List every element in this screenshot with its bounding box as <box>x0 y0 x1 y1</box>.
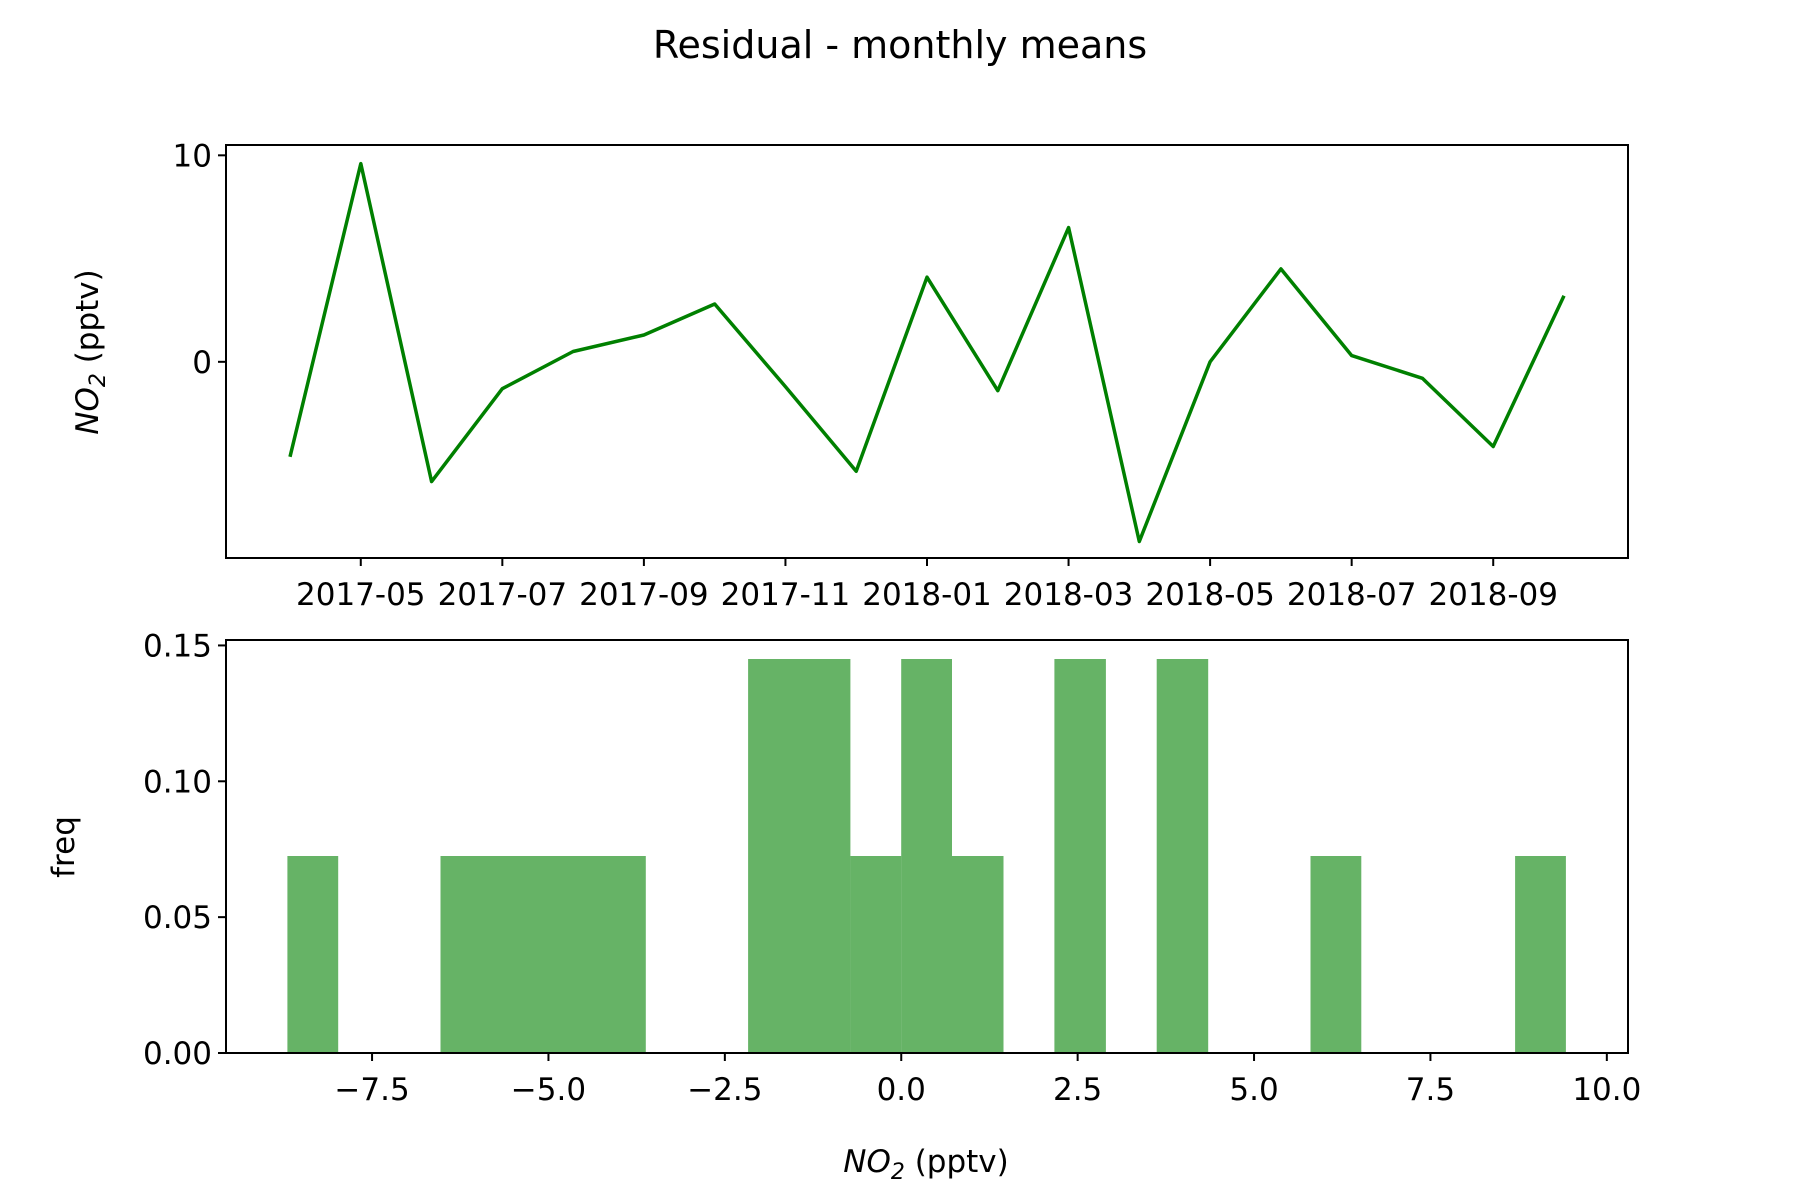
line-y-tick-label: 10 <box>173 138 212 174</box>
figure-title: Residual - monthly means <box>653 23 1147 67</box>
histogram-bar <box>440 856 646 1053</box>
line-x-tick-label: 2017-11 <box>721 577 851 613</box>
line-chart-y-label: NO2 (pptv) <box>70 269 111 435</box>
histogram-bar <box>287 856 339 1053</box>
line-y-tick-label: 0 <box>192 345 212 381</box>
hist-x-tick-label: −2.5 <box>687 1072 762 1108</box>
line-x-tick-label: 2017-05 <box>296 577 426 613</box>
hist-x-tick-label: −5.0 <box>511 1072 586 1108</box>
line-chart-frame <box>225 144 1629 559</box>
histogram-frame <box>225 639 1629 1054</box>
line-x-tick-label: 2018-03 <box>1004 577 1134 613</box>
histogram-bar <box>901 659 952 1053</box>
line-x-tick-label: 2017-07 <box>438 577 568 613</box>
histogram-bar <box>1515 856 1566 1053</box>
histogram-y-ticks: 0.00 0.05 0.10 0.15 <box>143 628 226 1072</box>
hist-y-tick-label: 0.05 <box>143 900 212 936</box>
histogram-bar <box>1310 856 1362 1053</box>
histogram-x-label: NO2 (pptv) <box>843 1144 1009 1185</box>
histogram-bar <box>748 659 851 1053</box>
hist-x-tick-label: 2.5 <box>1053 1072 1102 1108</box>
histogram-bar <box>1054 659 1106 1053</box>
histogram-y-label: freq <box>46 816 82 878</box>
line-x-tick-label: 2017-09 <box>579 577 709 613</box>
hist-y-tick-label: 0.10 <box>143 764 212 800</box>
histogram-bar <box>1156 659 1209 1053</box>
line-x-tick-label: 2018-01 <box>862 577 992 613</box>
line-x-tick-label: 2018-05 <box>1145 577 1275 613</box>
histogram-bars <box>287 659 1566 1053</box>
line-x-tick-label: 2018-07 <box>1287 577 1417 613</box>
line-chart-y-ticks: 0 10 <box>173 138 226 381</box>
hist-x-tick-label: 0.0 <box>877 1072 926 1108</box>
hist-x-tick-label: −7.5 <box>334 1072 409 1108</box>
hist-x-tick-label: 10.0 <box>1572 1072 1641 1108</box>
hist-y-tick-label: 0.00 <box>143 1036 212 1072</box>
histogram-bar <box>850 856 902 1053</box>
residual-line-series <box>288 161 1566 544</box>
hist-x-tick-label: 5.0 <box>1229 1072 1278 1108</box>
hist-x-tick-label: 7.5 <box>1406 1072 1455 1108</box>
line-x-tick-label: 2018-09 <box>1428 577 1558 613</box>
histogram-bar <box>952 856 1004 1053</box>
hist-y-tick-label: 0.15 <box>143 628 212 664</box>
histogram-axes: −7.5 −5.0 −2.5 0.0 2.5 5.0 7.5 10.0 0.00 0.05 0.1… <box>46 628 1641 1185</box>
line-chart-axes: 2017-05 2017-07 2017-09 2017-11 2018-01 2018-… <box>70 138 1629 613</box>
line-chart-x-ticks: 2017-05 2017-07 2017-09 2017-11 2018-01 2018-… <box>296 558 1558 613</box>
histogram-x-ticks: −7.5 −5.0 −2.5 0.0 2.5 5.0 7.5 10.0 <box>334 1053 1641 1108</box>
